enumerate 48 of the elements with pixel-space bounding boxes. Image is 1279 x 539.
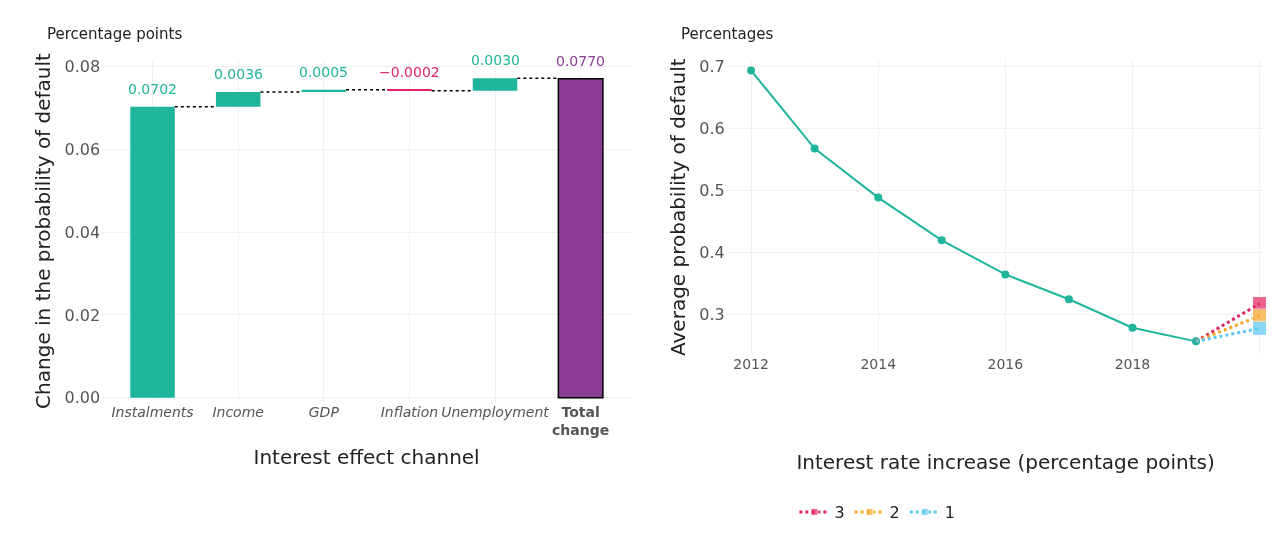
data-label: 0.0702 [128, 81, 177, 97]
x-tick-label: Inflation [380, 404, 439, 420]
y-tick-label: 0.00 [64, 388, 101, 408]
x-tick-label: Unemployment [441, 404, 550, 420]
y-axis-title: Average probability of default [665, 58, 690, 356]
bar [130, 106, 175, 398]
legend-label: 3 [834, 503, 845, 523]
point [1001, 270, 1010, 279]
y-tick-label: 0.5 [699, 180, 725, 200]
y-tick-label: 0.04 [64, 222, 101, 242]
point [874, 193, 883, 202]
x-tick-label: GDP [308, 404, 340, 420]
chart-title: Percentages [681, 25, 774, 43]
y-axis-title: Change in the probability of default [31, 52, 56, 409]
legend-title: Interest rate increase (percentage points) [796, 450, 1215, 475]
bar [472, 78, 518, 91]
chart-title: Percentage points [47, 25, 183, 43]
data-label: 0.0036 [214, 66, 264, 82]
x-tick-label: Total change [552, 404, 610, 439]
point [1128, 323, 1137, 332]
x-tick-label: 2016 [987, 356, 1024, 373]
legend-label: 1 [944, 503, 955, 523]
y-tick-label: 0.7 [699, 56, 725, 76]
y-tick-label: 0.06 [64, 139, 101, 159]
x-axis-title: Interest effect channel [253, 444, 480, 469]
data-label: 0.0005 [299, 64, 348, 80]
point [1064, 295, 1073, 304]
x-tick-label: 2012 [733, 356, 769, 373]
data-label: 0.0770 [556, 53, 605, 69]
bar [215, 91, 261, 107]
x-tick-label: 2014 [860, 356, 897, 373]
x-tick-label: Income [212, 404, 264, 420]
point [1252, 320, 1268, 336]
y-tick-label: 0.4 [699, 242, 725, 262]
point [937, 236, 946, 245]
y-tick-label: 0.08 [64, 56, 101, 76]
legend-label: 2 [889, 503, 900, 523]
bar [301, 89, 347, 92]
y-tick-label: 0.3 [699, 304, 725, 324]
point [747, 66, 756, 75]
y-tick-label: 0.6 [699, 118, 725, 138]
point [810, 144, 819, 153]
x-tick-label: Instalments [111, 404, 194, 420]
x-tick-label: 2018 [1114, 356, 1151, 373]
data-label: −0.0002 [379, 64, 440, 80]
data-label: 0.0030 [471, 52, 520, 68]
y-tick-label: 0.02 [64, 305, 101, 325]
bar [557, 77, 604, 399]
